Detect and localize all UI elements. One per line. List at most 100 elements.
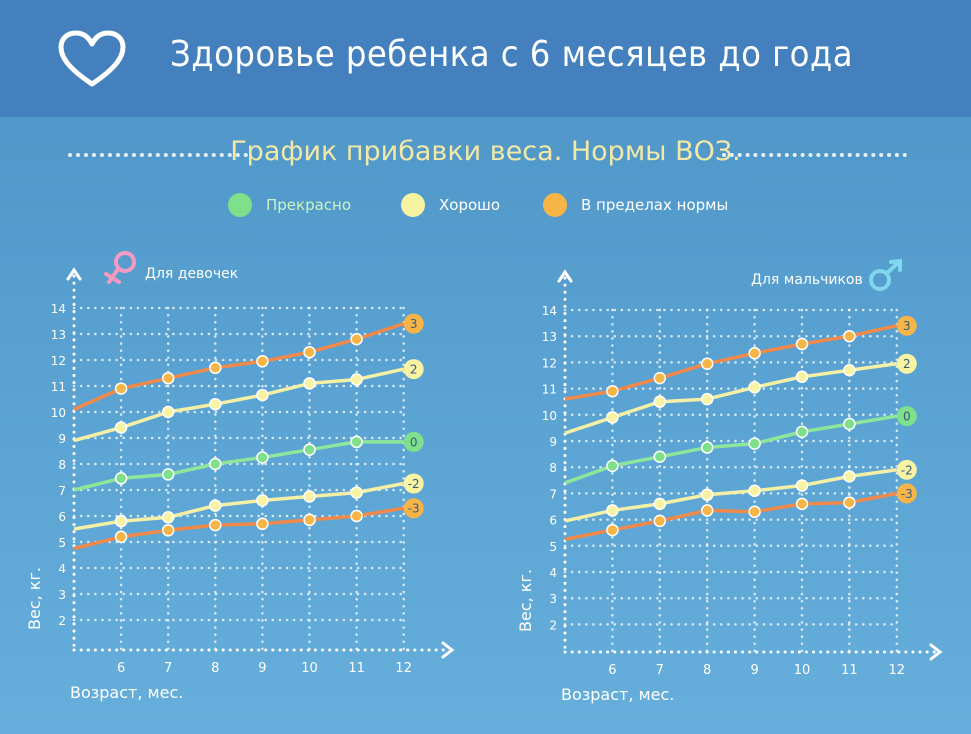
series-label: 3 [903,319,911,333]
series-end-badge [896,353,917,374]
data-point [256,517,269,531]
data-point [748,505,761,518]
y-tick-label: 10 [542,409,557,423]
data-point [114,514,128,528]
series-line [564,324,898,401]
y-tick-label: 6 [58,510,66,524]
legend-item-excellent: Прекрасно [228,190,351,220]
female-icon-stem [107,267,120,284]
series-label: 2 [903,357,911,371]
data-point [303,345,316,359]
data-point [700,392,714,406]
data-point [256,355,269,368]
series-end-badge [403,473,424,494]
data-point [606,523,619,537]
legend-label: Прекрасно [266,196,352,214]
x-tick-label: 6 [117,661,125,676]
data-point [653,497,667,511]
x-tick-label: 10 [301,661,318,676]
series-label: -2 [408,477,420,491]
data-point [606,504,619,517]
y-tick-label: 8 [58,458,66,472]
series-end-badge [403,431,424,452]
male-icon [869,258,902,291]
legend-swatch [543,193,567,217]
y-tick-label: 12 [51,354,66,368]
data-point [350,509,363,523]
data-point [114,421,128,434]
data-point [114,382,128,395]
chart-subtitle: График прибавки веса. Нормы ВОЗ. [230,136,741,167]
data-point [350,486,363,499]
data-point [303,513,316,527]
legend-swatch [401,193,425,217]
data-point [350,373,363,386]
series-end-badge [403,498,424,519]
data-point [350,435,363,449]
data-point [700,357,714,370]
data-point [606,411,619,424]
data-point [256,388,269,402]
y-tick-label: 10 [51,406,66,420]
series-line [73,506,404,551]
heart-icon [58,30,126,87]
x-axis-label: Возраст, мес. [70,683,183,702]
chart-girls: 2 3 4 5 6 7 8 9 10 11 12 13 14 6 7 8 9 10 11 12 Возраст, мес… [25,251,455,702]
data-point [653,395,667,408]
data-point [303,443,316,456]
series-end-badge [403,359,424,380]
series-line [564,414,898,485]
x-axis-label: Возраст, мес. [561,685,674,704]
y-tick-label: 13 [51,328,66,342]
data-point [795,425,809,439]
chart-title-boys: Для мальчиков [751,272,863,288]
legend-label: В пределах нормы [581,196,729,214]
x-tick-label: 11 [841,663,858,678]
x-tick-label: 11 [348,661,365,676]
data-point [114,530,128,544]
series-line [564,491,898,541]
x-axis-arrow-icon [441,641,455,659]
weight-charts: 2 3 4 5 6 7 8 9 10 11 12 13 14 6 7 8 9 10 11 12 Возраст, мес… [25,251,943,704]
divider-left [68,153,248,161]
y-tick-label: 9 [549,435,557,449]
series-line [564,361,898,435]
legend-label: Хорошо [439,196,501,214]
y-axis-arrow-icon [557,269,573,283]
series-line [73,321,405,412]
data-point [256,451,269,464]
data-point [795,479,809,492]
x-tick-label: 7 [164,661,172,676]
chart-title-girls: Для девочек [145,266,239,282]
y-tick-label: 5 [58,536,66,550]
x-axis-arrow-icon [929,643,943,661]
data-point [161,405,175,419]
data-point [606,459,619,473]
female-icon [104,251,136,284]
y-tick-label: 3 [549,592,557,606]
series-end-badge [896,406,917,427]
y-tick-label: 8 [549,461,557,475]
data-point [700,441,714,454]
data-point [209,518,222,532]
data-point [161,524,175,537]
series-label: -2 [901,463,913,477]
data-point [653,514,667,528]
data-point [606,384,619,398]
data-point [161,511,175,524]
series-label: -3 [408,502,420,516]
page-title: Здоровье ребенка с 6 месяцев до года [170,34,854,75]
series-line [564,468,898,523]
data-point [303,377,316,390]
y-tick-label: 11 [51,380,66,394]
female-icon-bar [104,272,121,284]
data-point [303,490,316,503]
data-point [843,417,856,431]
x-tick-label: 12 [889,663,906,678]
header-bar: Здоровье ребенка с 6 месяцев до года [0,0,971,117]
series-end-badge [896,315,917,336]
y-tick-label: 6 [549,514,557,528]
series-label: 0 [410,435,418,449]
data-point [161,371,175,385]
y-tick-label: 12 [542,356,557,370]
